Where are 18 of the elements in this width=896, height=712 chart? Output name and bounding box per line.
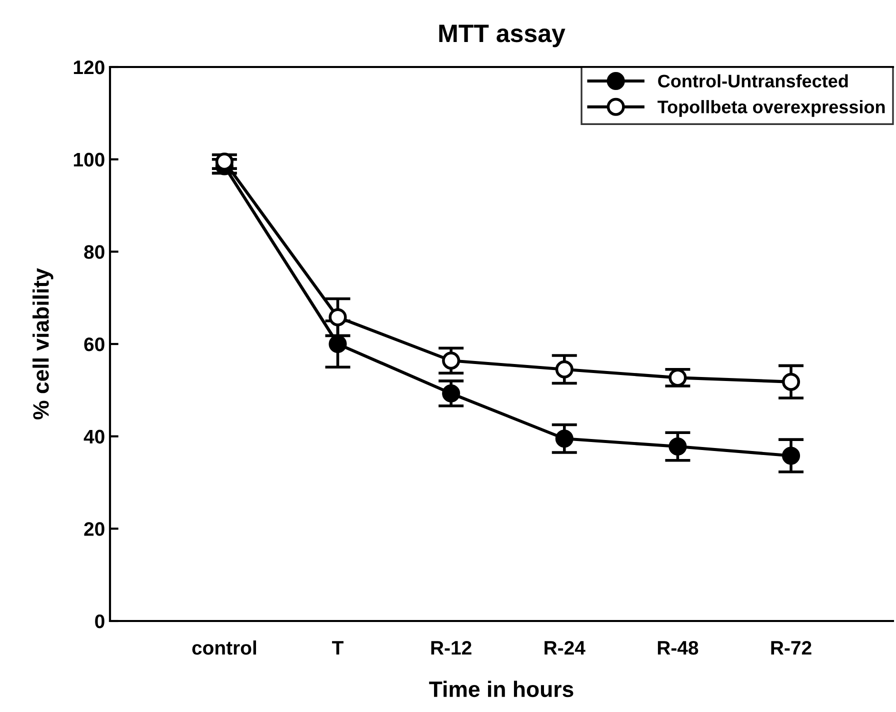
- legend-label: Control-Untransfected: [658, 74, 848, 88]
- chart-title: MTT assay: [439, 24, 566, 48]
- y-tick-label: 80: [84, 245, 104, 259]
- legend-label: Topollbeta overexpression: [658, 100, 885, 117]
- y-tick-label: 20: [84, 522, 104, 536]
- x-tick-label: R-72: [771, 640, 812, 655]
- y-tick-label: 120: [74, 60, 104, 74]
- x-tick-label: R-12: [431, 640, 472, 655]
- x-axis-title: Time in hours: [429, 680, 574, 698]
- y-tick-label: 0: [95, 614, 104, 628]
- y-tick-label: 60: [84, 337, 104, 352]
- x-tick-label: R-24: [544, 640, 586, 655]
- y-axis-title: % cell viability: [32, 268, 54, 420]
- y-tick-label: 100: [74, 152, 104, 167]
- x-tick-label: R-48: [658, 640, 698, 655]
- x-tick-label: control: [192, 640, 256, 655]
- y-tick-label: 40: [84, 430, 104, 444]
- x-tick-label: T: [332, 641, 344, 655]
